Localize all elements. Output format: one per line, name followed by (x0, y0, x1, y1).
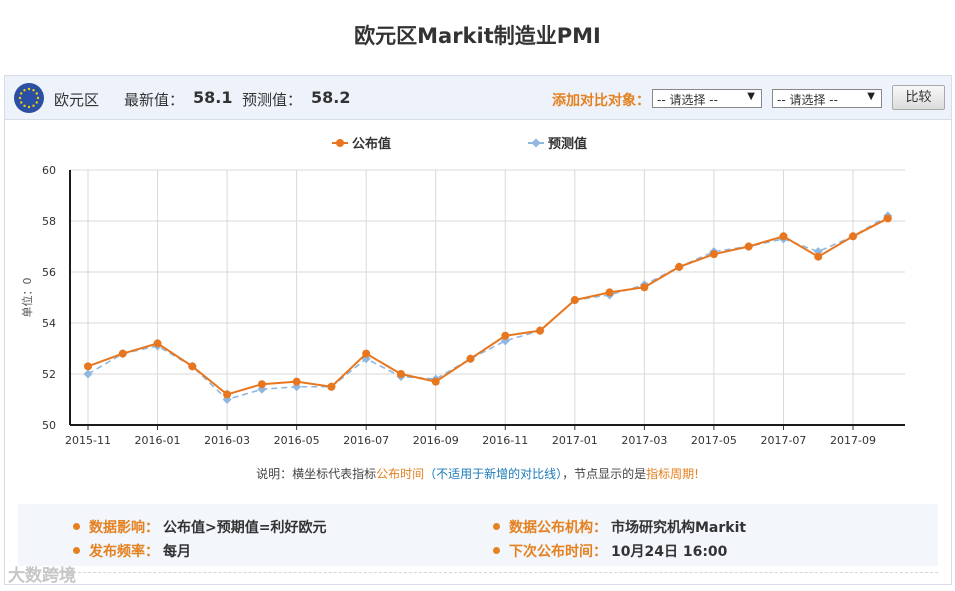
y-tick-label: 50 (42, 419, 56, 432)
x-tick-label: 2017-01 (552, 434, 598, 447)
data-point-actual (223, 390, 232, 399)
dropdown-arrow-icon: ▼ (867, 91, 875, 102)
data-point-actual (709, 250, 718, 259)
frequency-value: 每月 (163, 544, 191, 560)
info-frequency: 发布频率： 每月 (73, 541, 191, 561)
note-prefix: 说明：横坐标代表指标 (256, 467, 377, 481)
y-tick-label: 52 (42, 368, 56, 381)
compare-select-1-value: -- 请选择 -- (657, 93, 718, 107)
data-point-actual (640, 283, 649, 292)
data-point-actual (153, 339, 162, 348)
x-tick-label: 2017-09 (830, 434, 876, 447)
data-point-actual (675, 262, 684, 271)
bullet-icon (73, 522, 80, 530)
data-point-actual (605, 288, 614, 297)
legend-label: 预测值 (548, 136, 587, 152)
compare-select-1[interactable]: -- 请选择 -- ▼ (652, 89, 762, 108)
watermark: 大数跨境 (8, 566, 76, 586)
info-next-release: 下次公布时间： 10月24日 16:00 (493, 541, 727, 561)
data-point-actual (536, 326, 545, 335)
x-tick-label: 2017-07 (760, 434, 806, 447)
dropdown-arrow-icon: ▼ (747, 91, 755, 102)
data-point-actual (257, 380, 266, 389)
data-point-actual (883, 214, 892, 223)
data-point-forecast (83, 369, 93, 379)
impact-label: 数据影响： (89, 520, 159, 536)
data-point-actual (84, 362, 92, 371)
data-point-actual (362, 349, 371, 358)
compare-select-2[interactable]: -- 请选择 -- ▼ (772, 89, 882, 108)
info-impact: 数据影响： 公布值>预期值=利好欧元 (73, 517, 326, 537)
next-label: 下次公布时间： (509, 544, 607, 560)
data-point-actual (570, 296, 579, 305)
data-point-actual (466, 354, 475, 363)
divider (18, 572, 938, 573)
x-tick-label: 2016-05 (274, 434, 320, 447)
note-period: 指标周期! (646, 467, 699, 481)
info-agency: 数据公布机构： 市场研究机构Markit (493, 517, 746, 537)
x-tick-label: 2017-03 (621, 434, 667, 447)
compare-label: 添加对比对象： (552, 93, 650, 109)
y-tick-label: 58 (42, 215, 56, 228)
bullet-icon (493, 522, 500, 530)
bullet-icon (493, 546, 500, 554)
x-tick-label: 2016-11 (482, 434, 528, 447)
bullet-icon (73, 546, 80, 554)
agency-label: 数据公布机构： (509, 520, 607, 536)
data-point-actual (431, 377, 440, 386)
x-tick-label: 2015-11 (65, 434, 111, 447)
data-point-actual (292, 377, 301, 386)
x-tick-label: 2016-01 (135, 434, 181, 447)
x-tick-label: 2016-03 (204, 434, 250, 447)
region-name: 欧元区 (54, 91, 100, 109)
info-box: 数据影响： 公布值>预期值=利好欧元 发布频率： 每月 数据公布机构： 市场研究机构M… (18, 504, 938, 566)
note-publish-time: 公布时间 (376, 467, 425, 481)
data-point-actual (118, 349, 127, 358)
panel-header: 欧元区 最新值： 58.1 预测值： 58.2 添加对比对象： -- 请选择 -… (5, 76, 951, 120)
next-value: 10月24日 16:00 (611, 544, 728, 560)
page-title: 欧元区Markit制造业PMI (354, 24, 601, 48)
data-point-actual (501, 331, 510, 340)
compare-select-2-value: -- 请选择 -- (777, 93, 838, 107)
agency-value: 市场研究机构Markit (611, 520, 747, 536)
data-point-actual (744, 242, 753, 251)
legend-marker (336, 139, 344, 147)
indicator-panel: 欧元区 最新值： 58.1 预测值： 58.2 添加对比对象： -- 请选择 -… (4, 75, 952, 585)
note-paren: （不适用于新增的对比线） (424, 467, 563, 481)
y-tick-label: 54 (42, 317, 56, 330)
series-line-actual (87, 217, 889, 396)
pmi-line-chart: 50 52 54 56 58 60 2015-11 2016-01 2016-03 2016-05… (20, 136, 905, 447)
forecast-label: 预测值： (242, 91, 303, 109)
legend-marker (531, 138, 541, 148)
chart-note: 说明：横坐标代表指标公布时间（不适用于新增的对比线），节点显示的是指标周期! (0, 465, 955, 482)
y-tick-label: 60 (42, 164, 56, 177)
x-tick-label: 2016-09 (413, 434, 459, 447)
note-mid: ，节点显示的是 (562, 467, 647, 481)
legend-label: 公布值 (352, 136, 391, 152)
x-tick-label: 2017-05 (691, 434, 737, 447)
impact-value: 公布值>预期值=利好欧元 (163, 520, 327, 536)
x-tick-label: 2016-07 (343, 434, 389, 447)
data-point-actual (779, 232, 788, 241)
latest-label: 最新值： (124, 91, 185, 109)
y-axis-label: 单位：0 (20, 278, 34, 318)
frequency-label: 发布频率： (89, 544, 159, 560)
data-point-actual (327, 382, 336, 391)
data-point-actual (396, 370, 405, 378)
data-point-actual (814, 252, 823, 261)
data-point-actual (188, 362, 197, 371)
forecast-value: 58.2 (311, 88, 351, 107)
y-tick-label: 56 (42, 266, 56, 279)
eu-flag-icon (14, 83, 44, 113)
series-line-forecast (87, 215, 889, 401)
data-point-actual (849, 232, 857, 241)
compare-button[interactable]: 比较 (892, 85, 945, 110)
latest-value: 58.1 (193, 88, 233, 107)
